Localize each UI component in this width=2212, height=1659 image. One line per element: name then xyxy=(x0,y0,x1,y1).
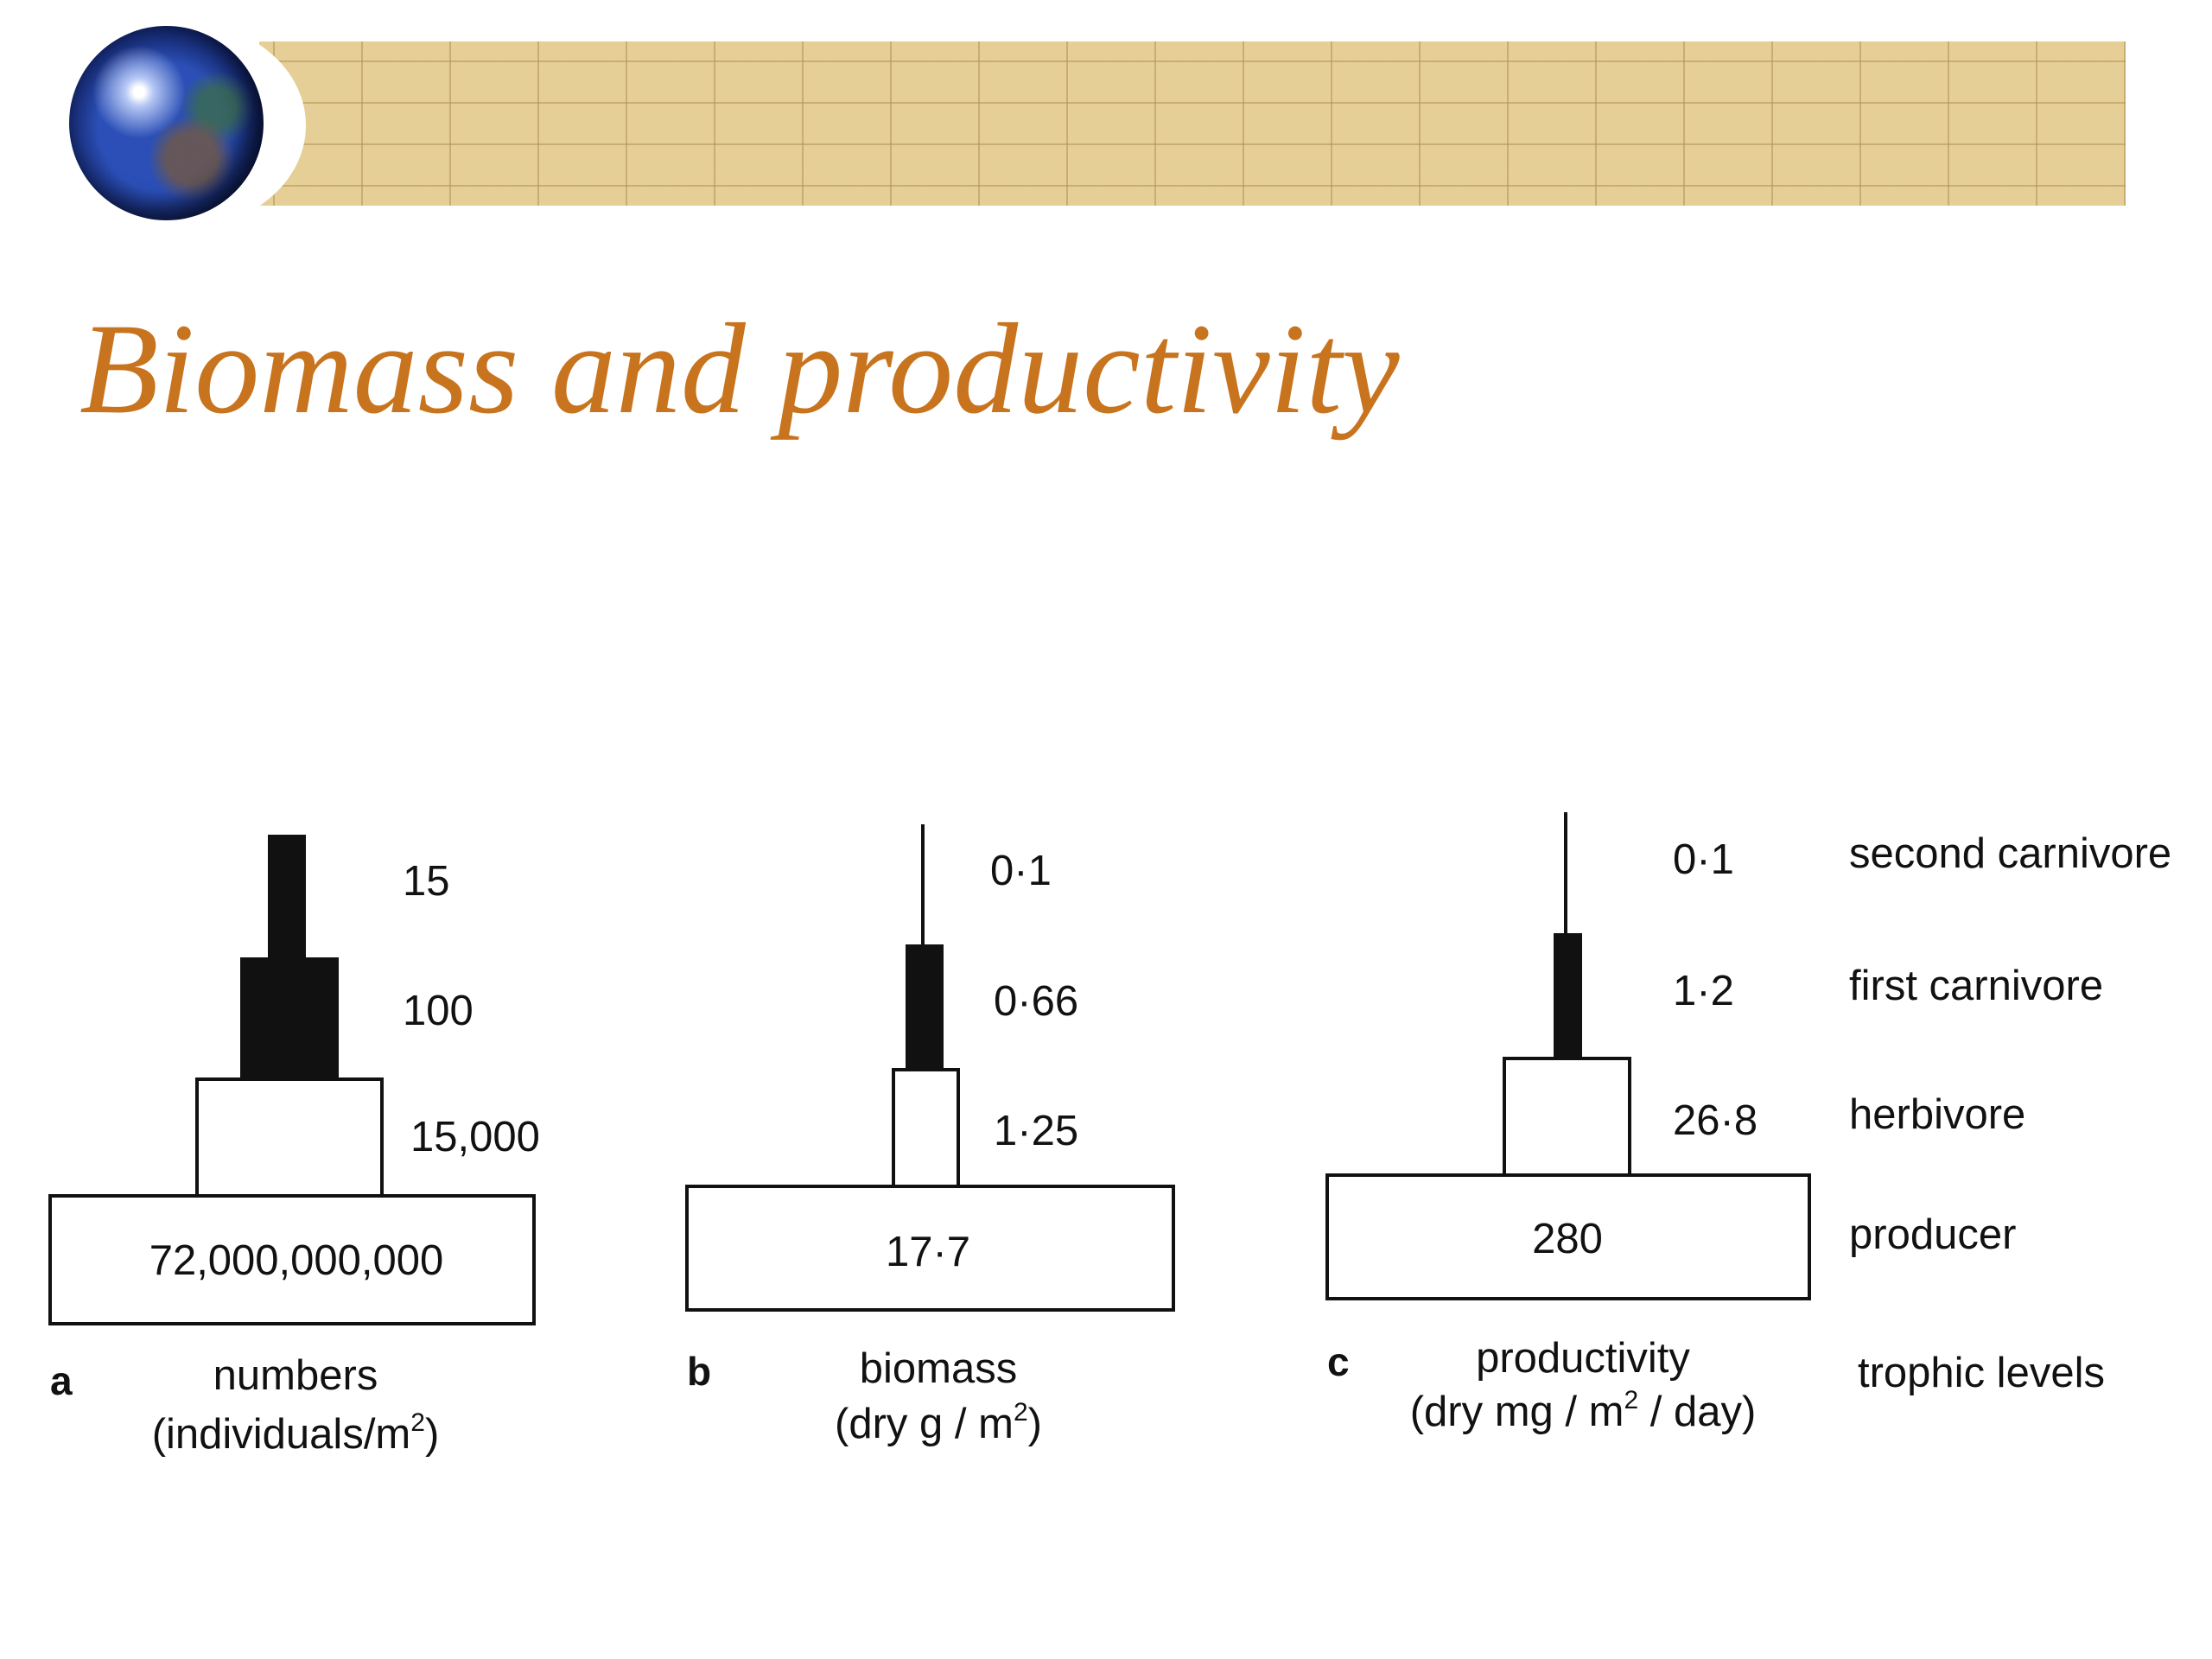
pyramid-b-caption-line2: (dry g / m2) xyxy=(835,1398,1042,1447)
pyramid-c-value-first-carnivore: 1·2 xyxy=(1673,968,1734,1014)
pyramid-a-caption-line1: numbers xyxy=(213,1352,378,1399)
globe-icon xyxy=(69,26,264,220)
pyramid-b-caption-line1: biomass xyxy=(860,1345,1017,1392)
pyramid-c-value-second-carnivore: 0·1 xyxy=(1673,836,1734,883)
pyramid-b-value-producer: 17·7 xyxy=(886,1229,970,1275)
pyramid-a-value-producer: 72,000,000,000 xyxy=(149,1237,444,1284)
pyramid-a-second-carnivore-block xyxy=(268,835,306,957)
pyramid-a-numbers: 15 100 15,000 72,000,000,000 a numbers (… xyxy=(48,835,540,1458)
trophic-label-first-carnivore: first carnivore xyxy=(1849,963,2103,1009)
pyramid-a-letter: a xyxy=(50,1358,73,1403)
pyramid-c-herbivore-block xyxy=(1503,1057,1631,1177)
pyramid-b-first-carnivore-block xyxy=(906,944,944,1070)
pyramid-b-biomass: 0·1 0·66 1·25 17·7 b biomass (dry g / m2… xyxy=(685,824,1175,1447)
pyramid-c-letter: c xyxy=(1327,1339,1350,1384)
trophic-level-labels: second carnivore first carnivore herbivo… xyxy=(1849,830,2171,1396)
pyramid-c-productivity: 0·1 1·2 26·8 280 c productivity (dry mg … xyxy=(1325,812,1811,1435)
pyramid-a-value-herbivore: 15,000 xyxy=(410,1114,540,1160)
pyramid-a-value-first-carnivore: 100 xyxy=(403,988,474,1034)
trophic-label-herbivore: herbivore xyxy=(1849,1091,2025,1138)
pyramid-c-caption-line2: (dry mg / m2 / day) xyxy=(1410,1386,1757,1435)
trophic-label-producer: producer xyxy=(1849,1211,2016,1258)
pyramid-b-herbivore-block xyxy=(892,1068,960,1188)
pyramid-b-value-herbivore: 1·25 xyxy=(994,1108,1078,1154)
pyramid-c-producer-block xyxy=(1325,1173,1811,1300)
pyramid-b-value-first-carnivore: 0·66 xyxy=(994,978,1078,1025)
pyramid-b-producer-block xyxy=(685,1185,1175,1312)
pyramid-a-herbivore-block xyxy=(195,1077,384,1198)
pyramid-b-value-second-carnivore: 0·1 xyxy=(990,848,1052,894)
pyramid-a-producer-block xyxy=(48,1194,536,1325)
pyramid-c-first-carnivore-block xyxy=(1554,933,1582,1058)
trophic-label-second-carnivore: second carnivore xyxy=(1849,830,2171,877)
slide-title: Biomass and productivity xyxy=(79,297,1400,441)
pyramid-c-value-producer: 280 xyxy=(1532,1216,1603,1262)
header-banner-world-map xyxy=(259,41,2126,206)
trophic-levels-heading: trophic levels xyxy=(1858,1350,2105,1396)
pyramid-a-caption-line2: (individuals/m2) xyxy=(152,1408,440,1458)
pyramid-a-value-second-carnivore: 15 xyxy=(403,858,450,905)
pyramid-c-value-herbivore: 26·8 xyxy=(1673,1097,1758,1144)
pyramid-a-first-carnivore-block xyxy=(240,957,339,1079)
pyramid-c-caption-line1: productivity xyxy=(1476,1335,1690,1382)
pyramid-b-letter: b xyxy=(687,1349,711,1394)
